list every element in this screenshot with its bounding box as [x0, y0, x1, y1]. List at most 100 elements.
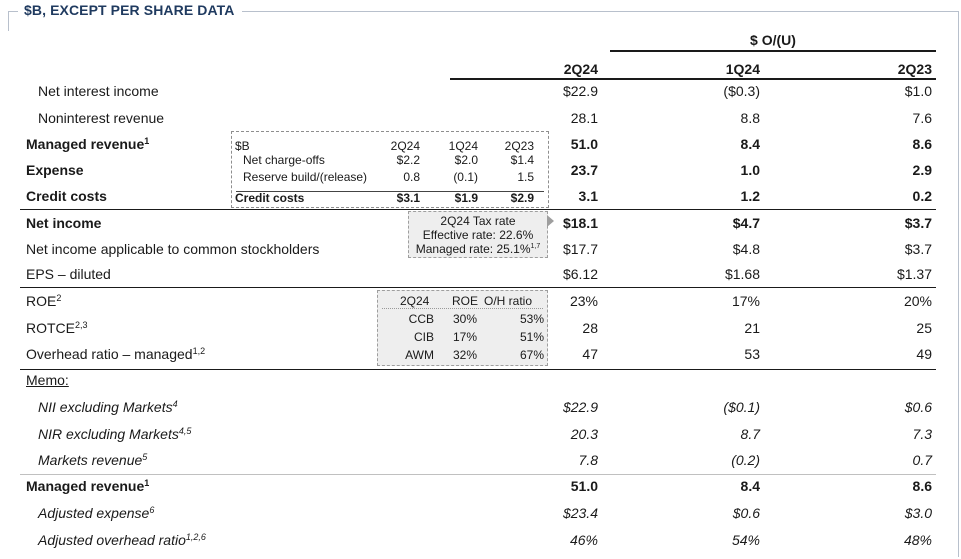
row-label-expense: Expense: [26, 162, 84, 178]
table-title: $B, EXCEPT PER SHARE DATA: [18, 2, 243, 18]
value-ni-common-2q23: $3.7: [904, 241, 932, 257]
value-rotce-2q24: 28: [582, 320, 598, 336]
memo-label-adjusted-expense: Adjusted expense6: [38, 505, 155, 521]
memo-managed-revenue-1q24: 8.4: [740, 478, 760, 494]
tax-rate-callout: 2Q24 Tax rate Effective rate: 22.6% Mana…: [408, 211, 548, 258]
segment-awm-oh: 67%: [519, 348, 544, 362]
segment-awm: AWM: [405, 348, 434, 362]
memo-label-adjusted-overhead-ratio: Adjusted overhead ratio1,2,6: [38, 532, 206, 548]
memo-managed-revenue-2q23: 8.6: [912, 478, 932, 494]
segment-header-period: 2Q24: [400, 294, 430, 308]
memo-markets-2q23: 0.7: [912, 452, 932, 468]
segment-cib-roe: 17%: [453, 330, 478, 344]
tax-callout-effective: Effective rate: 22.6%: [422, 228, 534, 242]
row-label-credit-costs: Credit costs: [26, 188, 107, 204]
row-label-net-interest-income: Net interest income: [38, 83, 159, 99]
credit-box-label-total: Credit costs: [235, 191, 305, 205]
memo-nir-1q24: 8.7: [740, 426, 760, 442]
value-managed-revenue-1q24: 8.4: [740, 136, 760, 152]
credit-box-total-2q23: $2.9: [510, 191, 534, 205]
value-credit-costs-2q23: 0.2: [912, 188, 932, 204]
credit-box-total-1q24: $1.9: [454, 191, 478, 205]
segment-ccb: CCB: [408, 312, 434, 326]
segment-ccb-oh: 53%: [519, 312, 544, 326]
value-roe-2q24: 23%: [569, 293, 598, 309]
segment-cib-oh: 51%: [519, 330, 544, 344]
credit-box-reserve-2q23: 1.5: [517, 170, 534, 184]
group-header: $ O/(U): [750, 32, 796, 48]
credit-box-nco-2q23: $1.4: [510, 153, 534, 167]
value-expense-2q24: 23.7: [570, 162, 598, 178]
memo-adj-overhead-1q24: 54%: [731, 532, 760, 548]
credit-box-unit: $B: [235, 139, 250, 153]
value-nir-1q24: 8.8: [740, 110, 760, 126]
segment-header-roe: ROE: [452, 294, 479, 308]
col-header-1q24: 1Q24: [725, 61, 760, 77]
group-header-rule: [610, 50, 936, 52]
value-expense-1q24: 1.0: [740, 162, 760, 178]
value-nir-2q24: 28.1: [570, 110, 598, 126]
value-ni-common-1q24: $4.8: [732, 241, 760, 257]
memo-adj-overhead-2q23: 48%: [903, 532, 932, 548]
value-eps-2q23: $1.37: [896, 266, 932, 282]
value-nii-1q24: ($0.3): [723, 83, 760, 99]
credit-box-col-2q24: 2Q24: [390, 139, 420, 153]
memo-adj-expense-2q24: $23.4: [562, 505, 598, 521]
value-overhead-2q23: 49: [916, 346, 932, 362]
value-credit-costs-2q24: 3.1: [578, 188, 598, 204]
tax-callout-title: 2Q24 Tax rate: [440, 214, 516, 228]
memo-adj-overhead-2q24: 46%: [569, 532, 598, 548]
memo-nii-1q24: ($0.1): [723, 399, 760, 415]
segment-roe-box: 2Q24 ROE O/H ratio CCB 30% 53% CIB 17% 5…: [377, 290, 548, 366]
tax-callout-pointer: [547, 215, 554, 227]
col-header-2q23: 2Q23: [897, 61, 932, 77]
value-managed-revenue-2q24: 51.0: [570, 136, 598, 152]
value-roe-2q23: 20%: [903, 293, 932, 309]
segment-ccb-roe: 30%: [453, 312, 478, 326]
value-managed-revenue-2q23: 8.6: [912, 136, 932, 152]
segment-awm-roe: 32%: [453, 348, 478, 362]
value-ni-common-2q24: $17.7: [562, 241, 598, 257]
value-net-income-1q24: $4.7: [732, 215, 760, 231]
row-label-net-income: Net income: [26, 215, 102, 231]
row-label-managed-revenue: Managed revenue1: [26, 136, 150, 152]
memo-markets-2q24: 7.8: [578, 452, 598, 468]
value-nii-2q24: $22.9: [562, 83, 598, 99]
credit-box-total-rule: [236, 191, 544, 192]
value-net-income-2q23: $3.7: [904, 215, 932, 231]
credit-box-col-1q24: 1Q24: [448, 139, 478, 153]
segment-header-rule: [382, 308, 543, 309]
value-eps-1q24: $1.68: [724, 266, 760, 282]
row-label-rotce: ROTCE2,3: [26, 320, 88, 336]
row-label-net-income-common: Net income applicable to common stockhol…: [26, 241, 320, 257]
memo-markets-1q24: (0.2): [731, 452, 760, 468]
credit-box-label-nco: Net charge-offs: [243, 153, 325, 167]
rule-before-managed-revenue: [20, 474, 936, 475]
memo-nir-2q23: 7.3: [912, 426, 932, 442]
memo-label: Memo:: [26, 372, 69, 388]
memo-adj-expense-1q24: $0.6: [732, 505, 760, 521]
title-rule: [8, 11, 959, 12]
value-roe-1q24: 17%: [731, 293, 760, 309]
credit-box-reserve-1q24: (0.1): [453, 170, 478, 184]
memo-nii-2q24: $22.9: [562, 399, 598, 415]
frame-right-rule: [958, 11, 959, 557]
memo-nir-2q24: 20.3: [570, 426, 598, 442]
row-label-roe: ROE2: [26, 293, 62, 309]
value-eps-2q24: $6.12: [562, 266, 598, 282]
credit-box-reserve-2q24: 0.8: [403, 170, 420, 184]
value-expense-2q23: 2.9: [912, 162, 932, 178]
row-label-eps-diluted: EPS – diluted: [26, 266, 111, 282]
col-header-2q24: 2Q24: [563, 61, 598, 77]
credit-box-nco-2q24: $2.2: [396, 153, 420, 167]
rule-after-eps: [20, 287, 936, 288]
memo-label-markets-revenue: Markets revenue5: [38, 452, 148, 468]
segment-header-oh: O/H ratio: [484, 294, 533, 308]
frame-left-rule: [8, 11, 9, 31]
credit-box-label-reserve: Reserve build/(release): [243, 170, 368, 184]
memo-label-managed-revenue: Managed revenue1: [26, 478, 150, 494]
memo-label-nir-ex-markets: NIR excluding Markets4,5: [38, 426, 192, 442]
memo-adj-expense-2q23: $3.0: [904, 505, 932, 521]
row-label-noninterest-revenue: Noninterest revenue: [38, 110, 165, 126]
row-label-overhead-ratio: Overhead ratio – managed1,2: [26, 346, 206, 362]
